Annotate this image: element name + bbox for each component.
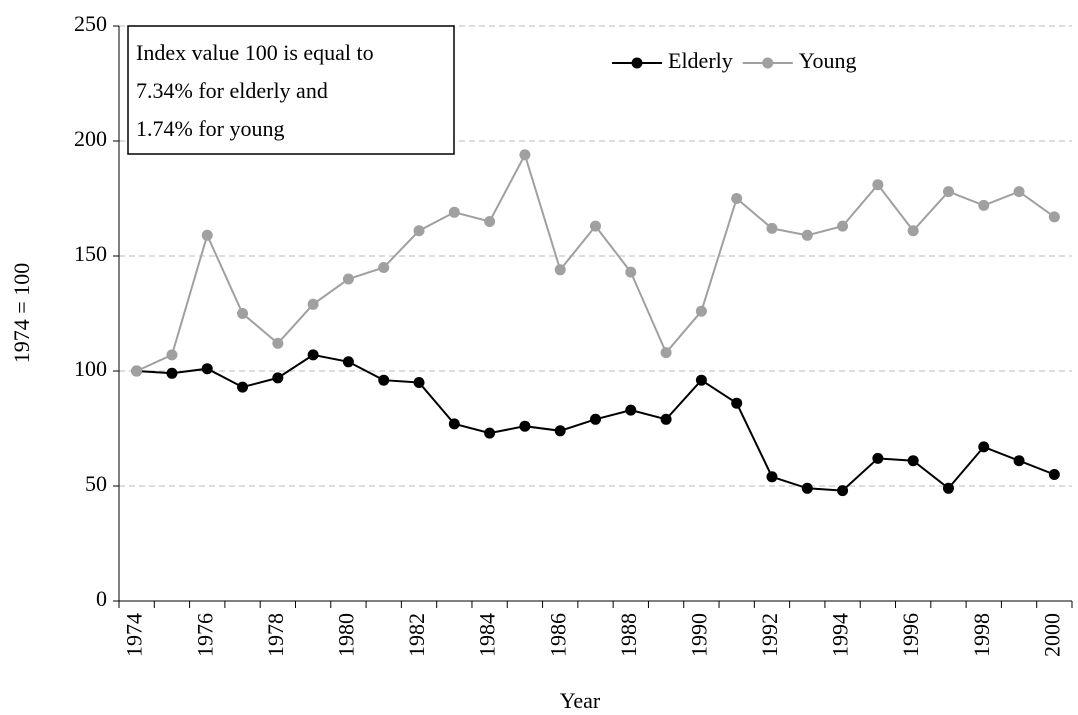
legend-marker [762, 57, 774, 69]
data-point [554, 425, 566, 437]
data-point [201, 363, 213, 375]
data-point [1048, 469, 1060, 480]
data-point [1048, 211, 1060, 223]
data-point [660, 347, 672, 359]
data-point [448, 206, 460, 218]
data-point [801, 482, 813, 494]
data-point [554, 264, 566, 276]
data-point [413, 377, 425, 388]
annotation-text: 1.74% for young [136, 116, 284, 141]
data-point [590, 413, 601, 425]
data-point [731, 193, 743, 204]
y-tick-label: 150 [74, 241, 107, 266]
data-point [307, 298, 319, 310]
data-point [342, 356, 354, 368]
data-point [837, 220, 849, 232]
series-line [136, 152, 1055, 372]
x-tick-label: 1980 [333, 613, 358, 657]
data-point [519, 420, 531, 432]
data-point [413, 225, 425, 237]
data-point [625, 266, 637, 278]
data-point [519, 149, 531, 161]
data-point [484, 216, 496, 227]
data-point [907, 455, 919, 467]
x-tick-label: 1984 [475, 613, 500, 657]
y-axis-label: 1974 = 100 [9, 263, 34, 363]
data-point [448, 418, 460, 430]
data-point [695, 374, 707, 386]
x-tick-label: 1988 [616, 613, 641, 657]
y-tick-label: 200 [74, 126, 107, 151]
data-point [695, 305, 707, 317]
data-point [625, 404, 637, 416]
data-point [237, 308, 249, 319]
y-tick-label: 0 [96, 586, 107, 611]
data-point [272, 372, 284, 384]
x-tick-label: 1982 [404, 613, 429, 657]
data-point [978, 441, 990, 453]
data-point [660, 413, 672, 425]
data-point [766, 222, 778, 234]
y-tick-label: 100 [74, 356, 107, 381]
x-tick-label: 2000 [1039, 613, 1064, 657]
data-point [1013, 455, 1025, 467]
y-tick-label: 250 [74, 11, 107, 36]
data-point [872, 179, 884, 191]
data-point [201, 229, 213, 241]
legend-label: Young [799, 48, 857, 73]
data-point [237, 381, 249, 393]
data-point [272, 337, 284, 349]
annotation-box [127, 25, 455, 155]
x-tick-label: 1976 [192, 613, 217, 657]
x-tick-label: 1974 [122, 613, 147, 657]
data-point [942, 482, 954, 494]
x-tick-label: 1998 [969, 613, 994, 657]
data-point [731, 397, 743, 409]
data-point [907, 225, 919, 237]
data-point [942, 186, 954, 198]
data-point [1013, 186, 1025, 198]
data-point [378, 374, 390, 386]
annotation-text: 7.34% for elderly and [136, 78, 328, 103]
data-point [166, 367, 178, 379]
x-tick-label: 1990 [686, 613, 711, 657]
data-point [484, 427, 496, 439]
data-point [131, 365, 143, 377]
data-point [872, 452, 884, 464]
x-tick-label: 1994 [828, 613, 853, 657]
legend-label: Elderly [668, 48, 733, 73]
data-point [590, 220, 601, 232]
data-point [342, 273, 354, 285]
x-axis-label: Year [560, 688, 601, 713]
data-point [837, 485, 849, 497]
legend-marker [631, 57, 643, 69]
annotation-text: Index value 100 is equal to [136, 40, 374, 65]
data-point [307, 349, 319, 361]
data-point [378, 262, 390, 273]
x-tick-label: 1986 [545, 613, 570, 657]
x-tick-label: 1992 [757, 613, 782, 657]
x-tick-label: 1978 [263, 613, 288, 657]
data-point [166, 349, 178, 361]
data-point [978, 199, 990, 211]
data-point [801, 229, 813, 241]
y-tick-label: 50 [85, 471, 107, 496]
x-tick-label: 1996 [898, 613, 923, 657]
data-point [766, 471, 778, 483]
